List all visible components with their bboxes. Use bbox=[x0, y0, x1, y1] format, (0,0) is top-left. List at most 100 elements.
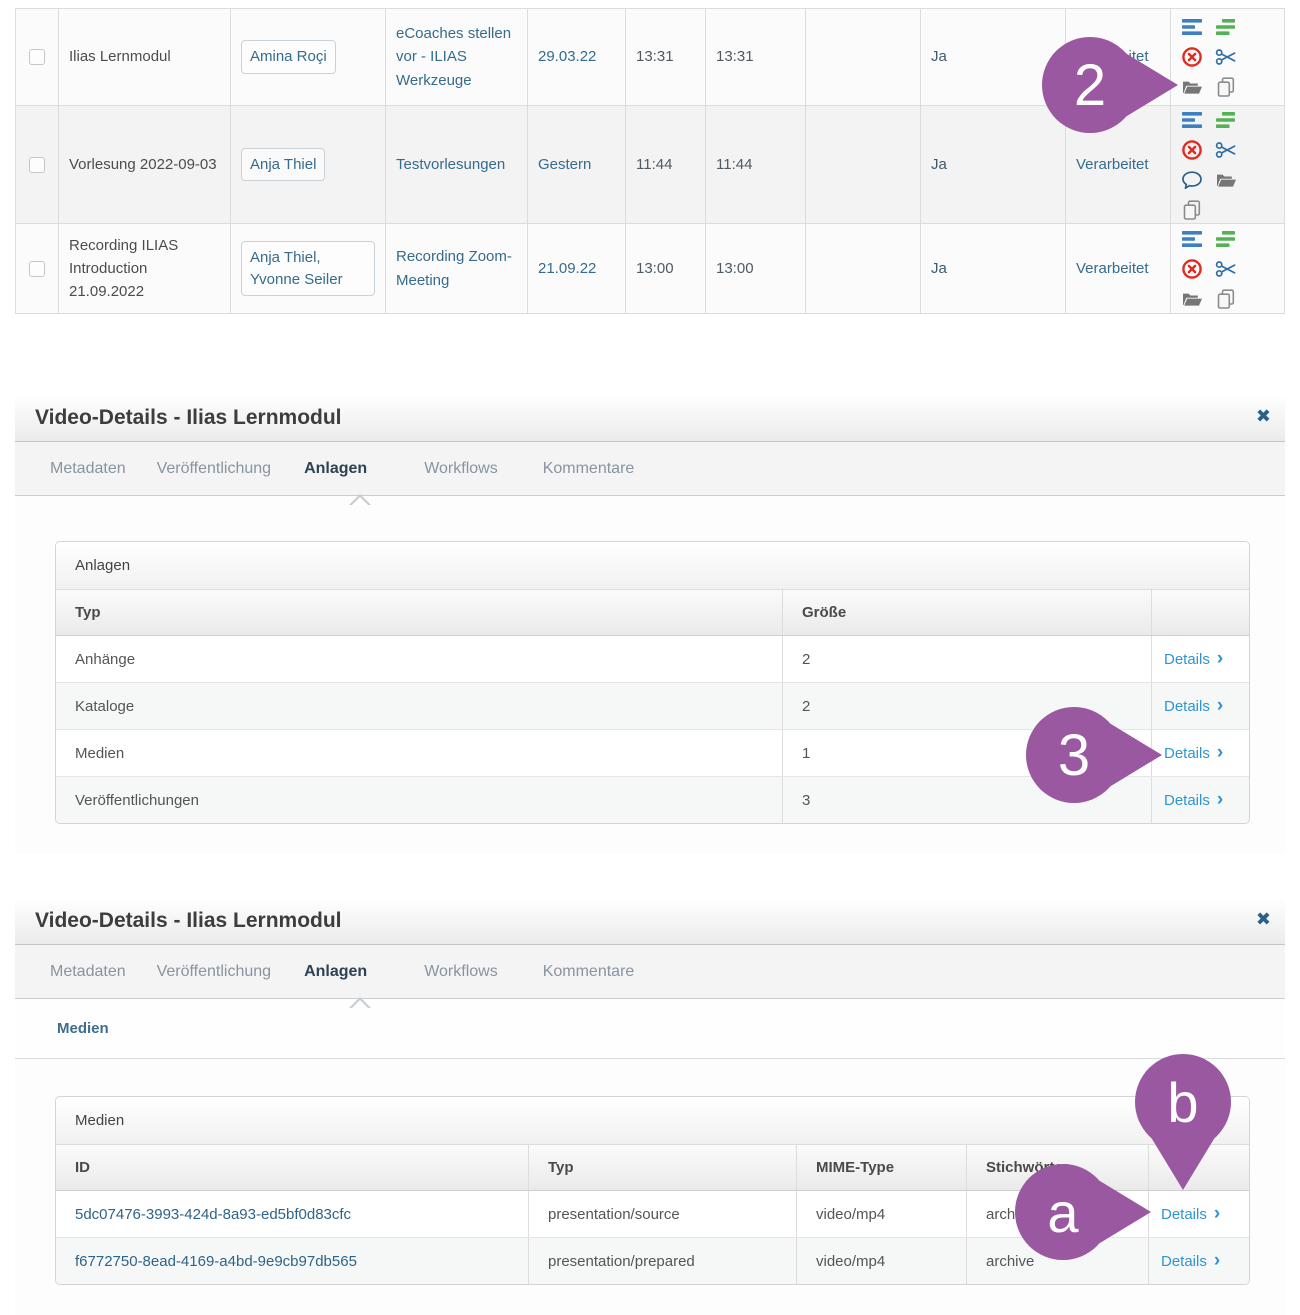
tab-bar: Metadaten Veröffentlichung Anlagen Workf… bbox=[15, 442, 1285, 506]
table-row: 5dc07476-3993-424d-8a93-ed5bf0d83cfc pre… bbox=[56, 1191, 1249, 1237]
event-details-icon[interactable] bbox=[1181, 228, 1203, 250]
event-details-icon[interactable] bbox=[1181, 109, 1203, 131]
delete-icon[interactable] bbox=[1181, 139, 1203, 161]
tab-workflows[interactable]: Workflows bbox=[424, 962, 498, 980]
details-link[interactable]: Details › bbox=[1164, 788, 1224, 810]
row-actions bbox=[1181, 228, 1239, 310]
status-link[interactable]: Verarbeitet bbox=[1076, 48, 1149, 66]
tab-kommentare[interactable]: Kommentare bbox=[542, 962, 635, 980]
chevron-right-icon: › bbox=[1216, 741, 1224, 763]
status-link[interactable]: Verarbeitet bbox=[1076, 155, 1149, 173]
close-icon[interactable]: ✖ bbox=[1255, 406, 1271, 426]
panel-body: Anlagen Typ Größe Anhänge 2 Details › Kat… bbox=[15, 496, 1285, 854]
table-caption: Anlagen bbox=[56, 542, 1249, 590]
table-row: Veröffentlichungen 3 Details › bbox=[56, 776, 1249, 823]
cell-groesse: 2 bbox=[782, 636, 1151, 682]
cell-typ: Veröffentlichungen bbox=[75, 791, 199, 809]
cut-icon[interactable] bbox=[1215, 258, 1237, 280]
delete-icon[interactable] bbox=[1181, 46, 1203, 68]
active-tab-caret bbox=[351, 496, 369, 506]
cut-icon[interactable] bbox=[1215, 139, 1237, 161]
end-time: 11:44 bbox=[716, 155, 753, 173]
table-header-row: ID Typ MIME-Type Stichwörter bbox=[56, 1145, 1249, 1191]
cell-groesse: 2 bbox=[782, 683, 1151, 729]
chevron-right-icon: › bbox=[1216, 788, 1224, 810]
row-checkbox[interactable] bbox=[29, 49, 45, 65]
table-row: Recording ILIAS Introduction 21.09.2022 … bbox=[16, 223, 1284, 313]
tab-metadaten[interactable]: Metadaten bbox=[50, 962, 126, 980]
table-row: Kataloge 2 Details › bbox=[56, 682, 1249, 729]
tab-bar: Metadaten Veröffentlichung Anlagen Workf… bbox=[15, 945, 1285, 1009]
table-row: f6772750-8ead-4169-a4bd-9e9cb97db565 pre… bbox=[56, 1237, 1249, 1284]
start-time: 13:00 bbox=[636, 259, 674, 277]
end-time: 13:00 bbox=[716, 259, 754, 277]
tab-kommentare[interactable]: Kommentare bbox=[542, 459, 635, 477]
video-details-panel: Video-Details - Ilias Lernmodul ✖ Metada… bbox=[15, 395, 1285, 854]
presenter-badge[interactable]: Anja Thiel, Yvonne Seiler bbox=[241, 240, 375, 297]
details-link[interactable]: Details › bbox=[1161, 1249, 1221, 1271]
cell-stichwoerter: archive bbox=[966, 1191, 1148, 1237]
panel-title: Video-Details - Ilias Lernmodul bbox=[35, 909, 342, 932]
close-icon[interactable]: ✖ bbox=[1255, 909, 1271, 929]
delete-icon[interactable] bbox=[1181, 258, 1203, 280]
start-time: 11:44 bbox=[636, 155, 673, 173]
presenter-badge[interactable]: Amina Roçi bbox=[241, 40, 336, 74]
open-folder-icon[interactable] bbox=[1215, 169, 1237, 191]
active-tab-caret bbox=[351, 999, 369, 1009]
duplicate-icon[interactable] bbox=[1181, 199, 1203, 221]
chevron-right-icon: › bbox=[1216, 694, 1224, 716]
published-flag: Ja bbox=[931, 155, 947, 173]
cell-groesse: 1 bbox=[782, 730, 1151, 776]
tab-anlagen[interactable]: Anlagen bbox=[304, 459, 368, 477]
details-link-medien[interactable]: Details › bbox=[1164, 741, 1224, 763]
cell-mime: video/mp4 bbox=[796, 1238, 966, 1284]
event-date[interactable]: 29.03.22 bbox=[538, 48, 597, 66]
media-id-link[interactable]: f6772750-8ead-4169-a4bd-9e9cb97db565 bbox=[75, 1252, 357, 1270]
status-link[interactable]: Verarbeitet bbox=[1076, 259, 1149, 277]
comments-icon[interactable] bbox=[1181, 169, 1203, 191]
anlagen-table: Anlagen Typ Größe Anhänge 2 Details › Kat… bbox=[55, 541, 1250, 824]
tab-workflows[interactable]: Workflows bbox=[424, 459, 498, 477]
breadcrumb-medien[interactable]: Medien bbox=[57, 1020, 109, 1037]
event-details-icon[interactable] bbox=[1181, 16, 1203, 38]
published-flag: Ja bbox=[931, 48, 947, 66]
series-details-icon[interactable] bbox=[1215, 16, 1237, 38]
cut-icon[interactable] bbox=[1215, 46, 1237, 68]
panel-header: Video-Details - Ilias Lernmodul ✖ bbox=[15, 395, 1285, 442]
row-checkbox[interactable] bbox=[29, 260, 45, 277]
series-link[interactable]: Recording Zoom-Meeting bbox=[396, 248, 512, 289]
series-link[interactable]: eCoaches stellen vor - ILIAS Werkzeuge bbox=[396, 25, 512, 89]
chevron-right-icon: › bbox=[1216, 647, 1224, 669]
tab-veroeffentlichung[interactable]: Veröffentlichung bbox=[156, 962, 272, 980]
tab-metadaten[interactable]: Metadaten bbox=[50, 459, 126, 477]
table-header-row: Typ Größe bbox=[56, 590, 1249, 636]
event-date[interactable]: Gestern bbox=[538, 155, 592, 173]
chevron-right-icon: › bbox=[1213, 1249, 1221, 1271]
details-link[interactable]: Details › bbox=[1164, 694, 1224, 716]
event-date[interactable]: 21.09.22 bbox=[538, 259, 597, 277]
table-row: Ilias Lernmodul Amina Roçi eCoaches stel… bbox=[16, 9, 1284, 105]
column-header-actions bbox=[1151, 590, 1249, 635]
column-header-typ: Typ bbox=[75, 604, 101, 621]
open-folder-icon[interactable] bbox=[1181, 76, 1203, 98]
details-link[interactable]: Details › bbox=[1164, 647, 1224, 669]
table-body: Anhänge 2 Details › Kataloge 2 Details › M… bbox=[56, 636, 1249, 823]
details-link[interactable]: Details › bbox=[1161, 1202, 1221, 1224]
column-header-stichwoerter: Stichwörter bbox=[966, 1145, 1148, 1190]
event-title: Vorlesung 2022-09-03 bbox=[69, 155, 217, 173]
row-checkbox[interactable] bbox=[29, 156, 45, 173]
cell-typ: Kataloge bbox=[75, 697, 135, 715]
cell-typ: presentation/prepared bbox=[528, 1238, 796, 1284]
table-row: Anhänge 2 Details › bbox=[56, 636, 1249, 682]
series-link[interactable]: Testvorlesungen bbox=[396, 155, 506, 173]
tab-anlagen[interactable]: Anlagen bbox=[304, 962, 368, 980]
presenter-badge[interactable]: Anja Thiel bbox=[241, 147, 326, 182]
duplicate-icon[interactable] bbox=[1215, 76, 1237, 98]
duplicate-icon[interactable] bbox=[1215, 288, 1237, 310]
open-folder-icon[interactable] bbox=[1181, 288, 1203, 310]
series-details-icon[interactable] bbox=[1215, 109, 1237, 131]
table-row: Medien 1 Details › bbox=[56, 729, 1249, 776]
media-id-link[interactable]: 5dc07476-3993-424d-8a93-ed5bf0d83cfc bbox=[75, 1205, 352, 1223]
series-details-icon[interactable] bbox=[1215, 228, 1237, 250]
tab-veroeffentlichung[interactable]: Veröffentlichung bbox=[156, 459, 272, 477]
